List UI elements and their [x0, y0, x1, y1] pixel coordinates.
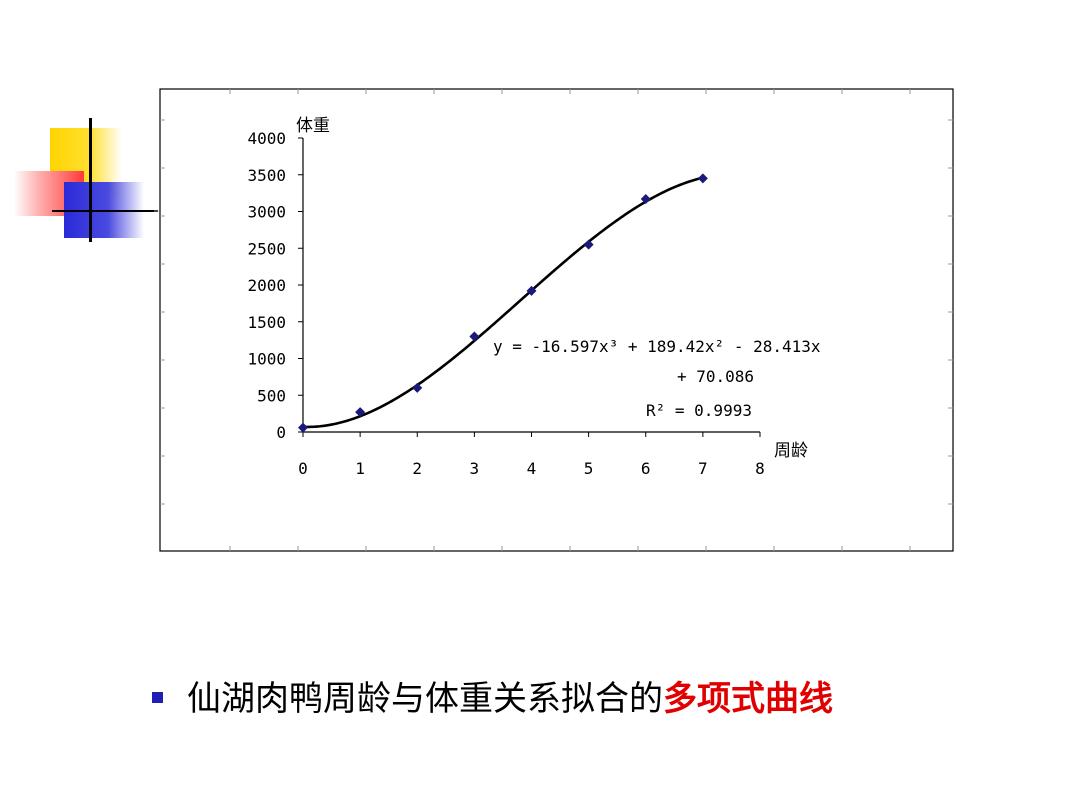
- y-tick-label: 1500: [247, 313, 286, 332]
- trendline: [302, 176, 704, 429]
- x-tick-label: 1: [355, 459, 365, 478]
- x-tick-label: 4: [527, 459, 537, 478]
- x-tick-label: 7: [698, 459, 708, 478]
- y-tick-label: 0: [276, 423, 286, 442]
- y-tick-label: 1000: [247, 350, 286, 369]
- y-axis-ticks: 4000 3500 3000 2500 2000 1500 1000 500 0: [247, 129, 303, 442]
- x-tick-label: 3: [470, 459, 480, 478]
- x-tick-label: 5: [584, 459, 594, 478]
- x-axis-ticks: 0 1 2 3 4 5 6 7 8: [298, 432, 765, 478]
- y-tick-label: 2500: [247, 239, 286, 258]
- data-point: [355, 407, 366, 418]
- chart-frame: [159, 88, 954, 552]
- trendline-equation-line2: + 70.086: [677, 367, 754, 386]
- decorative-vertical-line: [89, 118, 92, 242]
- frame-ticks: [160, 89, 953, 551]
- data-point: [298, 422, 308, 433]
- x-tick-label: 0: [298, 459, 308, 478]
- chart: 4000 3500 3000 2500 2000 1500 1000 500 0 0 1 2 3 4 5 6…: [159, 88, 954, 552]
- y-axis-title: 体重: [296, 116, 330, 136]
- y-tick-label: 4000: [247, 129, 286, 148]
- data-points: [298, 173, 708, 433]
- data-point: [412, 382, 423, 393]
- data-point: [526, 285, 537, 296]
- x-tick-label: 6: [641, 459, 651, 478]
- data-point: [469, 331, 480, 342]
- data-point: [697, 173, 708, 184]
- y-tick-label: 3000: [247, 203, 286, 222]
- trendline-equation-line1: y = -16.597x³ + 189.42x² - 28.413x: [493, 337, 821, 356]
- decorative-horizontal-line: [52, 210, 158, 212]
- bullet-icon: [152, 691, 163, 703]
- r-squared-label: R² = 0.9993: [646, 401, 752, 420]
- y-tick-label: 500: [257, 386, 286, 405]
- caption-highlight: 多项式曲线: [663, 678, 833, 719]
- caption-text: 仙湖肉鸭周龄与体重关系拟合的: [187, 678, 663, 719]
- data-point: [640, 194, 651, 205]
- x-tick-label: 8: [755, 459, 765, 478]
- x-tick-label: 2: [412, 459, 422, 478]
- y-tick-label: 2000: [247, 276, 286, 295]
- caption: 仙湖肉鸭周龄与体重关系拟合的 多项式曲线: [152, 670, 833, 720]
- y-tick-label: 3500: [247, 166, 286, 185]
- x-axis-title: 周龄: [774, 441, 808, 461]
- data-point: [583, 239, 594, 250]
